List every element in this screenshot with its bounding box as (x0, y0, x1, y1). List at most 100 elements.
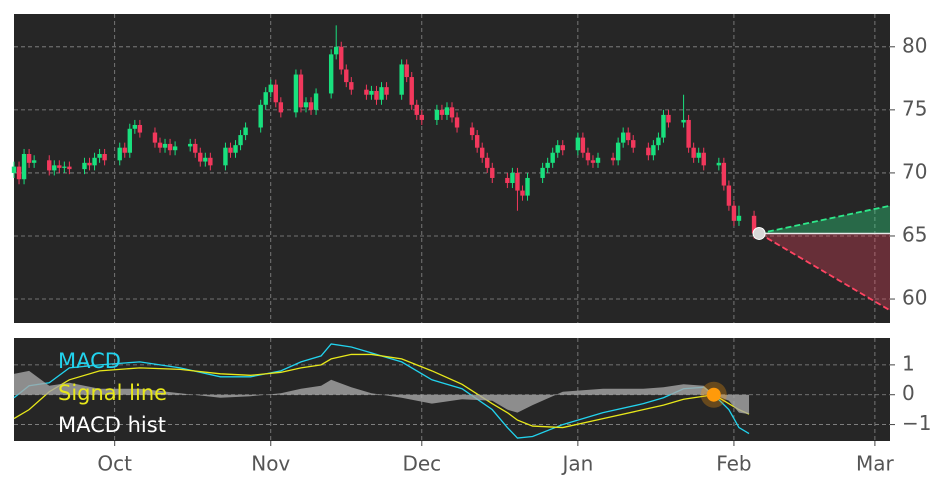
candle-body (615, 142, 621, 161)
candle-body (198, 152, 203, 162)
candle-body (610, 157, 616, 161)
y-tick-label: −1 (902, 411, 931, 435)
candle-body (203, 157, 208, 162)
legend-label: Signal line (58, 381, 167, 405)
macd-panel (14, 338, 890, 441)
x-tick-label: Feb (716, 452, 751, 476)
candle-body (751, 215, 757, 234)
candle-body (590, 160, 596, 163)
candle-body (520, 190, 525, 196)
candle-body (82, 162, 87, 170)
candle-body (21, 153, 27, 180)
forecast-origin (752, 226, 766, 240)
candle-body (11, 166, 17, 173)
candle-body (208, 157, 213, 166)
candle-body (404, 64, 409, 78)
candle-body (97, 153, 102, 158)
candle-body (137, 124, 143, 133)
candle-body (399, 64, 404, 95)
candle-body (631, 140, 636, 148)
forecast-upper (758, 204, 891, 235)
candle-body (444, 107, 450, 115)
y-tick-label: 70 (902, 159, 927, 183)
candle-body (92, 157, 97, 166)
candle-body (268, 84, 273, 93)
candle-body (515, 172, 520, 191)
candle-body (555, 145, 560, 153)
y-tick-label: 80 (902, 33, 927, 57)
candle-body (469, 127, 475, 136)
candle-body (439, 109, 445, 115)
candle-body (505, 177, 510, 184)
candle-body (691, 147, 696, 158)
candle-body (510, 172, 515, 184)
candle-body (313, 93, 319, 110)
x-tick-label: Jan (560, 452, 593, 476)
candle-body (233, 145, 238, 153)
candle-body (162, 143, 168, 148)
candle-body (349, 82, 354, 90)
candle-body (16, 166, 22, 180)
candle-body (263, 92, 268, 105)
candle-body (540, 167, 545, 178)
candle-body (525, 177, 530, 196)
candle-body (152, 132, 158, 143)
candle-body (454, 117, 460, 128)
forecast-lower (758, 232, 891, 312)
candle-body (485, 157, 490, 168)
legend-label: MACD (58, 349, 121, 373)
candle-body (87, 162, 92, 166)
candle-body (52, 165, 57, 171)
candle-body (736, 215, 742, 221)
candle-body (67, 166, 72, 170)
candle-body (344, 69, 349, 83)
candle-body (238, 135, 243, 146)
hist-area (14, 370, 750, 415)
candle-body (172, 146, 178, 151)
x-tick-label: Mar (856, 452, 895, 476)
candle-body (334, 46, 339, 55)
candle-body (580, 137, 586, 153)
candle-body (193, 143, 198, 153)
candle-body (339, 46, 344, 70)
candle-body (117, 147, 122, 161)
candle-body (157, 142, 163, 148)
y-tick-label: 0 (902, 381, 915, 405)
candle-body (666, 114, 671, 123)
candle-body (384, 87, 389, 95)
candle-body (122, 147, 127, 153)
candle-body (449, 107, 455, 118)
candle-body (379, 87, 384, 100)
x-tick-label: Dec (402, 452, 441, 476)
x-tick-label: Oct (97, 452, 132, 476)
candle-body (369, 90, 374, 95)
candle-body (661, 114, 666, 138)
candle-body (726, 185, 732, 206)
candle-body (228, 147, 233, 153)
candle-body (258, 104, 263, 128)
candle-body (545, 162, 550, 168)
candle-body (490, 167, 495, 178)
candle-body (243, 127, 248, 136)
candle-body (62, 166, 67, 168)
candle-body (480, 147, 485, 158)
candle-body (701, 152, 706, 166)
candle-body (474, 135, 480, 148)
candle-body (409, 77, 414, 105)
candle-body (374, 90, 379, 100)
candle-body (293, 74, 299, 113)
candle-body (31, 160, 37, 163)
candle-body (656, 137, 661, 146)
candle-body (651, 145, 656, 156)
candle-body (550, 152, 555, 163)
candle-body (681, 119, 686, 123)
candle-body (132, 124, 138, 129)
candle-body (223, 147, 228, 166)
candle-body (273, 84, 278, 103)
candle-body (167, 143, 173, 151)
candle-body (575, 137, 581, 151)
candle-body (188, 143, 193, 147)
marker (706, 387, 721, 402)
candle-body (278, 102, 284, 113)
candle-body (364, 89, 369, 95)
